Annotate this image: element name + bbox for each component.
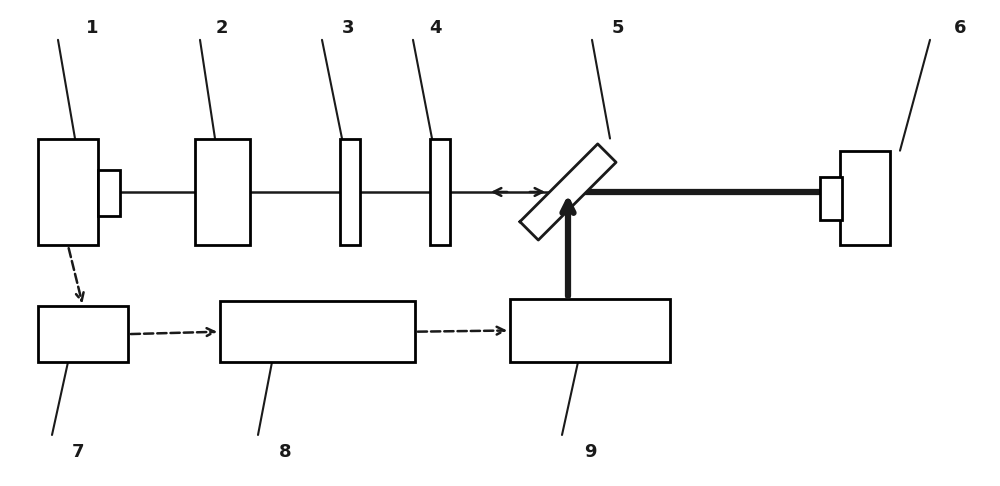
Bar	[820, 177, 842, 220]
Bar	[840, 151, 890, 245]
Text: 3: 3	[342, 19, 354, 37]
Text: 6: 6	[954, 19, 966, 37]
Bar	[220, 301, 415, 362]
Polygon shape	[520, 144, 616, 240]
Text: 9: 9	[584, 443, 596, 461]
Text: 1: 1	[86, 19, 98, 37]
Bar	[38, 139, 98, 245]
Bar	[510, 299, 670, 362]
Text: 8: 8	[279, 443, 291, 461]
Text: 4: 4	[429, 19, 441, 37]
Bar	[195, 139, 250, 245]
Bar	[340, 139, 360, 245]
Bar	[430, 139, 450, 245]
Bar	[38, 306, 128, 362]
Text: 7: 7	[72, 443, 84, 461]
Text: 5: 5	[612, 19, 624, 37]
Bar	[98, 170, 120, 216]
Text: 2: 2	[216, 19, 228, 37]
